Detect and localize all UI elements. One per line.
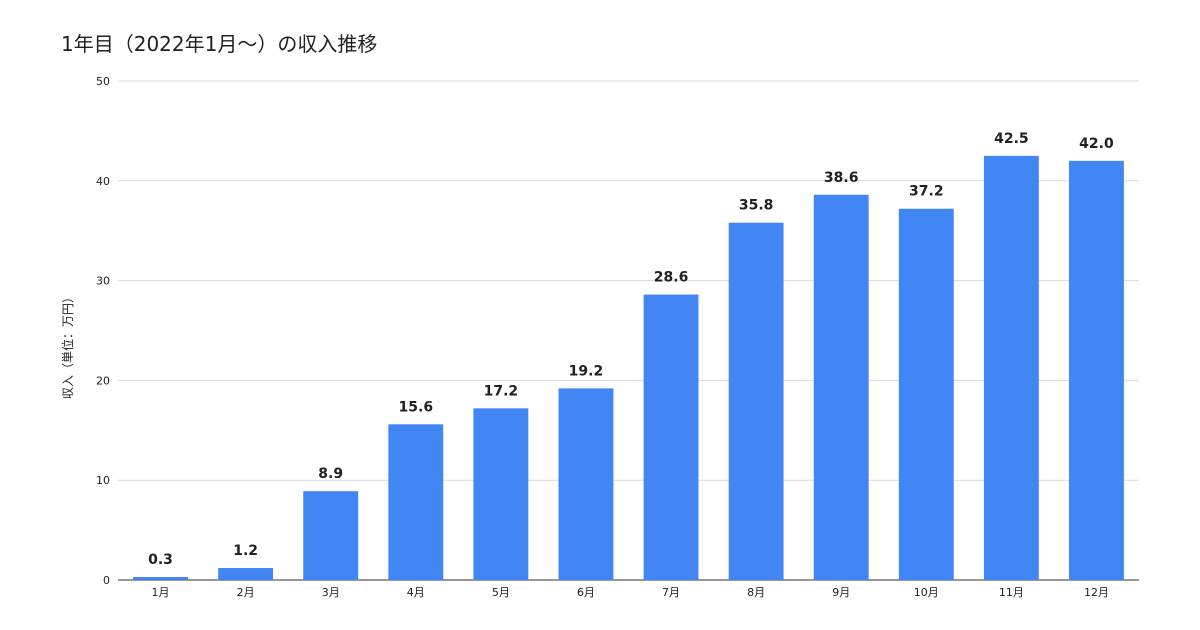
- data-label: 8.9: [318, 466, 343, 482]
- bar: [643, 294, 699, 580]
- x-tick-label: 8月: [747, 586, 765, 599]
- y-tick-label: 50: [96, 75, 110, 88]
- bar: [473, 408, 529, 580]
- data-label: 42.5: [994, 131, 1029, 147]
- bar: [388, 424, 444, 580]
- x-tick-label: 2月: [237, 586, 255, 599]
- x-tick-label: 3月: [322, 586, 340, 599]
- bar: [813, 194, 869, 580]
- data-label: 42.0: [1079, 136, 1114, 152]
- x-tick-label: 12月: [1084, 586, 1109, 599]
- x-tick-label: 11月: [999, 586, 1024, 599]
- gridlines: [118, 80, 1139, 581]
- bar: [133, 577, 188, 580]
- x-tick-label: 9月: [832, 586, 850, 599]
- bar: [983, 155, 1039, 580]
- bar: [218, 568, 274, 580]
- data-label: 19.2: [569, 363, 604, 379]
- bar: [898, 208, 954, 580]
- x-tick-label: 6月: [577, 586, 595, 599]
- data-label: 28.6: [654, 270, 689, 286]
- bar: [1069, 160, 1124, 580]
- bars: [133, 155, 1124, 580]
- y-tick-label: 20: [96, 374, 110, 387]
- bar: [728, 222, 784, 580]
- data-label: 15.6: [399, 399, 434, 415]
- x-tick-label: 1月: [152, 586, 170, 599]
- x-tick-label: 7月: [662, 586, 680, 599]
- data-label: 35.8: [739, 198, 774, 214]
- x-tick-label: 4月: [407, 586, 425, 599]
- y-tick-label: 0: [103, 574, 110, 587]
- x-tick-label: 10月: [914, 586, 939, 599]
- y-axis-label: 収入（単位：万円）: [60, 291, 75, 399]
- data-label: 37.2: [909, 184, 944, 200]
- data-labels: 0.3 1.2 8.9 15.6 17.2 19.2 28.6 35.8 38.6 37.2 42.…: [148, 131, 1114, 568]
- data-label: 1.2: [233, 543, 258, 559]
- data-label: 17.2: [484, 383, 519, 399]
- bar: [558, 388, 614, 580]
- chart-title: 1年目（2022年1月〜）の収入推移: [61, 32, 377, 56]
- data-label: 38.6: [824, 170, 859, 186]
- x-tick-label: 5月: [492, 586, 510, 599]
- data-label: 0.3: [148, 552, 173, 568]
- y-tick-label: 30: [96, 275, 110, 288]
- x-axis-ticks: 1月 2月 3月 4月 5月 6月 7月 8月 9月 10月 11月 12月: [152, 586, 1109, 599]
- y-tick-label: 10: [96, 474, 110, 487]
- y-axis-ticks: 0 10 20 30 40 50: [96, 75, 110, 587]
- y-tick-label: 40: [96, 175, 110, 188]
- bar: [303, 491, 359, 580]
